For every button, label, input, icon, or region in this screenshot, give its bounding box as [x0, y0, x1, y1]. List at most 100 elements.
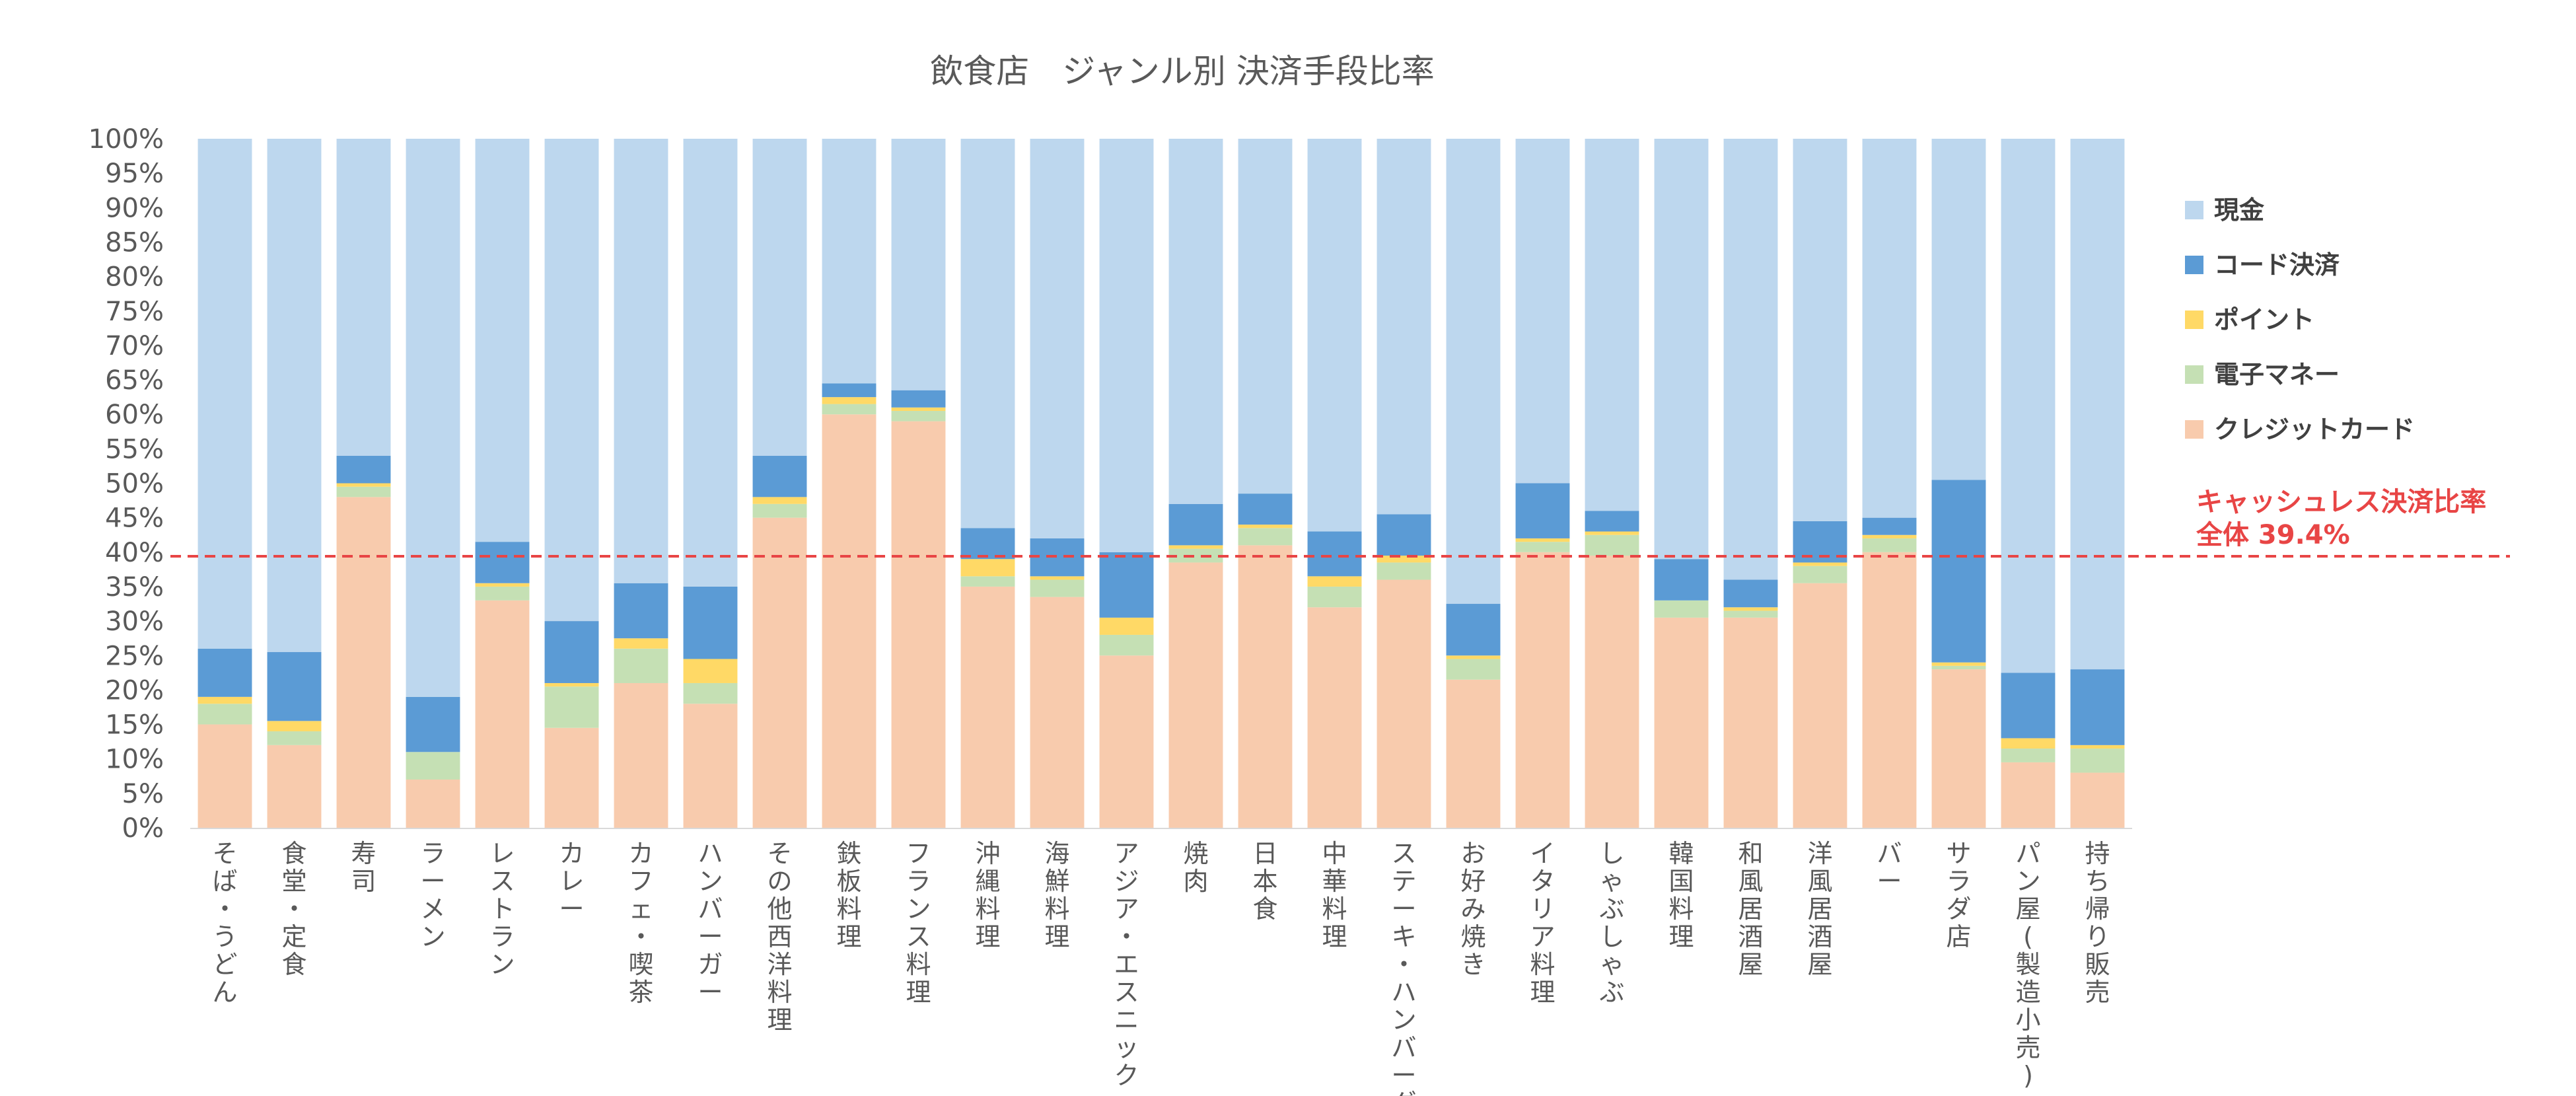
bar-segment — [1585, 139, 1639, 511]
bar-segment — [822, 397, 877, 404]
bar-segment — [1446, 659, 1501, 680]
y-tick-label: 95% — [105, 159, 164, 189]
reference-annotation-line1: キャッシュレス決済比率 — [2196, 487, 2486, 517]
bar-segment — [544, 621, 599, 683]
x-tick-label: 日本食 — [1252, 839, 1277, 924]
legend-label: 電子マネー — [2214, 360, 2340, 389]
bar-segment — [1654, 559, 1709, 601]
x-tick-label: ラーメン — [420, 839, 445, 951]
bar-segment — [1307, 139, 1362, 532]
bar-segment — [1931, 669, 1986, 828]
bar-segment — [1862, 534, 1917, 538]
bar-segment — [683, 682, 738, 704]
bar-segment — [614, 682, 668, 828]
bar-segment — [1238, 139, 1293, 494]
y-tick-label: 40% — [105, 538, 164, 568]
bar-segment — [1030, 139, 1085, 538]
bar-segment — [1931, 662, 1986, 666]
y-tick-label: 5% — [122, 779, 164, 809]
bar-segment — [267, 139, 322, 653]
bar-segment — [960, 576, 1015, 587]
bar-segment — [1446, 139, 1501, 604]
bar-segment — [1654, 617, 1709, 828]
bar-segment — [2070, 139, 2125, 670]
legend-swatch — [2185, 256, 2203, 274]
bar-segment — [822, 383, 877, 398]
bar-segment — [406, 752, 460, 780]
bar-segment — [960, 586, 1015, 828]
bar-segment — [1793, 566, 1847, 583]
bar-segment — [683, 586, 738, 659]
y-axis: 0% 5% 10% 15% 20% 25% 30%35% 40% 45% 50% 55% 60% 65%… — [89, 124, 164, 844]
bar-segment — [2001, 738, 2056, 749]
x-axis: そば・うどん 食堂・定食 寿司 ラーメン レストラン カレー カフェ・喫茶 ハンバーガー その他… — [212, 839, 2110, 1096]
y-tick-label: 85% — [105, 227, 164, 258]
bar-segment — [197, 724, 252, 828]
bar-segment — [406, 139, 460, 697]
x-tick-label: お好み焼き — [1460, 839, 1485, 979]
x-tick-label: レストラン — [489, 839, 515, 979]
x-tick-label: バー — [1877, 839, 1902, 896]
legend-label: クレジットカード — [2214, 415, 2415, 444]
x-tick-label: ステーキ・ハンバーグ — [1391, 839, 1416, 1096]
bar-segment — [1515, 483, 1570, 538]
reference-annotation-line2: 全体 39.4% — [2196, 520, 2350, 550]
bar-segment — [891, 421, 946, 828]
bar-segment — [406, 779, 460, 828]
bar-segment — [1723, 139, 1778, 580]
x-tick-label: 和風居酒屋 — [1738, 839, 1763, 979]
bar-segment — [1723, 617, 1778, 828]
bar-segment — [1030, 597, 1085, 828]
y-tick-label: 30% — [105, 606, 164, 637]
bar-segment — [1168, 545, 1223, 549]
bar-segment — [1377, 139, 1431, 515]
bar-segment — [1099, 634, 1154, 656]
bar-segment — [1723, 610, 1778, 618]
x-tick-label: 持ち帰り販売 — [2085, 839, 2110, 1007]
bar-segment — [475, 139, 530, 542]
x-tick-label: フランス料理 — [906, 839, 931, 1007]
bar-segment — [752, 139, 807, 456]
bar-segment — [1446, 604, 1501, 656]
y-tick-label: 75% — [105, 297, 164, 327]
bar-segment — [960, 139, 1015, 529]
bar-segment — [1585, 556, 1639, 828]
y-tick-label: 65% — [105, 365, 164, 396]
bar-segment — [1654, 600, 1709, 618]
x-tick-label: パン屋(製造小売) — [2015, 839, 2040, 1090]
x-tick-label: 韓国料理 — [1668, 839, 1694, 951]
bar-segment — [1099, 655, 1154, 828]
bar-segment — [752, 455, 807, 497]
bar-segment — [1168, 548, 1223, 563]
bar-segment — [475, 586, 530, 601]
y-tick-label: 50% — [105, 469, 164, 499]
bar-segment — [683, 704, 738, 828]
y-tick-label: 10% — [105, 745, 164, 775]
legend-label: ポイント — [2214, 305, 2314, 334]
y-tick-label: 15% — [105, 710, 164, 741]
bar-segment — [1238, 493, 1293, 525]
legend-label: コード決済 — [2214, 250, 2340, 279]
y-tick-label: 100% — [89, 124, 164, 155]
x-tick-label: 焼肉 — [1183, 839, 1208, 896]
bar-segment — [1307, 586, 1362, 608]
legend-swatch — [2185, 365, 2203, 384]
bar-segment — [1377, 556, 1431, 563]
bar-segment — [960, 528, 1015, 560]
bar-segment — [2001, 139, 2056, 673]
bar-segment — [822, 404, 877, 415]
bar-segment — [1585, 534, 1639, 556]
bar-segment — [2070, 772, 2125, 828]
x-tick-label: 沖縄料理 — [975, 839, 1000, 951]
bar-segment — [267, 745, 322, 828]
y-tick-label: 70% — [105, 331, 164, 361]
bar-segment — [197, 139, 252, 649]
bar-segment — [1446, 655, 1501, 659]
legend-swatch — [2185, 420, 2203, 439]
y-tick-label: 0% — [122, 813, 164, 844]
bar-segment — [267, 721, 322, 731]
y-tick-label: 45% — [105, 503, 164, 534]
y-tick-label: 80% — [105, 262, 164, 293]
bar-segment — [1168, 503, 1223, 546]
bar-segment — [1238, 528, 1293, 546]
